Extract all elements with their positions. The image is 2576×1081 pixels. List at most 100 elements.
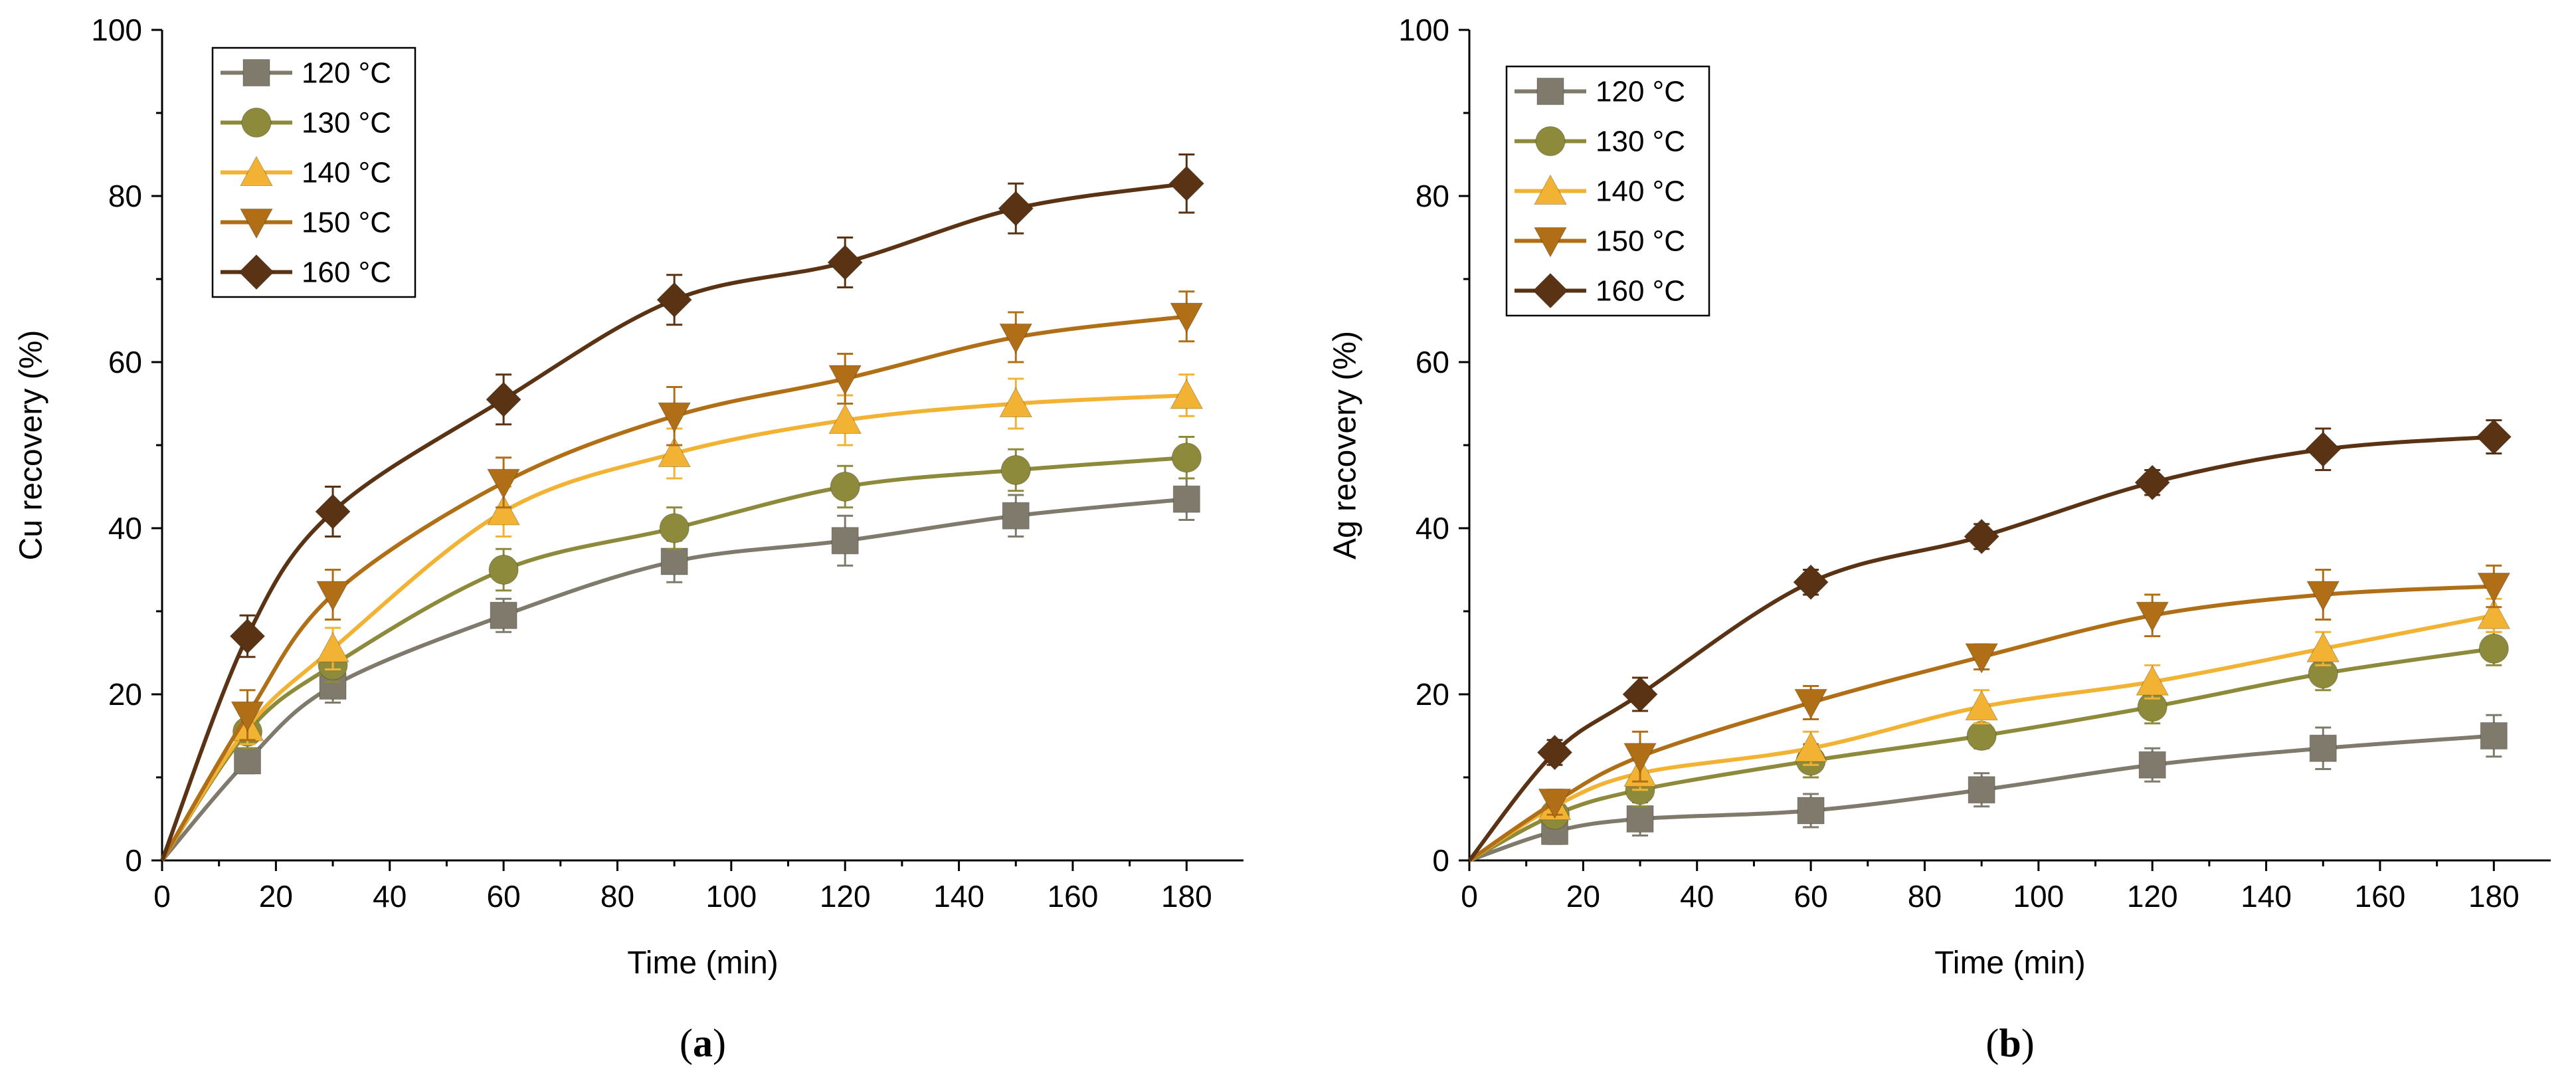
data-point (316, 581, 349, 612)
y-tick-label: 100 (1398, 13, 1449, 47)
data-point (1170, 302, 1204, 334)
x-tick-label: 160 (1048, 879, 1099, 914)
series-line (1468, 646, 2494, 862)
data-point (1794, 732, 1827, 762)
series-line (160, 455, 1187, 862)
legend-label: 160 °C (302, 256, 391, 289)
data-point (1538, 789, 1572, 819)
data-point (2477, 599, 2511, 629)
data-point (658, 402, 691, 433)
data-point (1536, 734, 1573, 771)
data-point (2136, 601, 2169, 633)
y-tick-label: 40 (1416, 511, 1449, 545)
x-tick-label: 140 (2241, 879, 2292, 914)
series-3 (160, 290, 1204, 862)
x-tick-label: 80 (600, 879, 634, 914)
series-line (160, 314, 1187, 862)
data-point (487, 494, 520, 526)
data-point (1622, 676, 1658, 712)
data-point (828, 403, 862, 434)
data-point (1002, 502, 1030, 530)
data-point (486, 381, 521, 417)
data-point (2136, 665, 2169, 696)
series-1 (160, 436, 1202, 862)
data-point (234, 747, 262, 775)
legend-marker (1534, 227, 1567, 258)
legend-marker (241, 108, 272, 138)
series-4 (1467, 419, 2512, 862)
y-tick-label: 80 (108, 179, 142, 213)
data-point (656, 282, 692, 318)
series-4 (160, 153, 1205, 862)
x-tick-label: 0 (153, 879, 171, 914)
data-point (1797, 797, 1825, 825)
x-tick-label: 60 (1794, 879, 1828, 914)
data-point (1794, 689, 1827, 720)
legend-marker (238, 254, 274, 290)
y-tick-label: 100 (91, 13, 142, 47)
y-tick-label: 60 (108, 345, 142, 379)
data-point (827, 245, 863, 280)
data-point (828, 365, 862, 396)
data-point (1623, 743, 1657, 773)
data-point (660, 547, 688, 575)
panel-label: (a) (680, 1021, 726, 1065)
x-tick-label: 60 (487, 879, 521, 914)
data-point (2309, 734, 2337, 762)
legend-marker (242, 59, 270, 86)
data-point (831, 527, 859, 555)
data-point (229, 618, 266, 654)
x-tick-label: 120 (820, 879, 871, 914)
data-point (2305, 431, 2341, 467)
series-line (160, 497, 1187, 862)
data-point (2477, 573, 2511, 603)
legend-label: 140 °C (302, 157, 391, 189)
y-tick-label: 0 (1432, 843, 1449, 878)
data-point (490, 601, 517, 629)
data-point (1964, 518, 1999, 555)
x-axis-title: Time (min) (627, 945, 779, 981)
x-tick-label: 100 (2013, 879, 2064, 914)
legend-marker (240, 209, 273, 239)
x-tick-label: 140 (933, 879, 984, 914)
data-point (1171, 442, 1202, 473)
data-point (1968, 776, 1995, 804)
y-tick-label: 20 (1416, 677, 1449, 712)
legend-label: 150 °C (1596, 225, 1685, 258)
data-point (830, 472, 860, 502)
x-tick-label: 40 (373, 879, 407, 914)
y-tick-label: 20 (108, 677, 142, 712)
x-tick-label: 100 (705, 879, 757, 914)
data-point (2134, 464, 2170, 500)
x-tick-label: 160 (2355, 879, 2406, 914)
y-tick-label: 40 (108, 511, 142, 545)
data-point (1626, 805, 1654, 833)
data-point (1170, 378, 1204, 409)
data-point (230, 701, 264, 732)
legend-label: 150 °C (302, 207, 391, 239)
data-point (2478, 633, 2509, 664)
series-line (1468, 584, 2494, 862)
legend-label: 130 °C (302, 107, 391, 140)
y-axis-title: Cu recovery (%) (14, 330, 49, 561)
data-point (1965, 643, 1999, 674)
data-point (1172, 485, 1200, 513)
data-point (2138, 751, 2166, 779)
data-point (1793, 564, 1829, 600)
data-point (487, 468, 520, 500)
panel-b: 0 20 40 60 80 100 120 140 160 180 0 20 40 60 80 100 Time… (1328, 13, 2551, 1065)
x-tick-label: 120 (2127, 879, 2178, 914)
legend-marker (240, 155, 273, 186)
legend-label: 120 °C (1596, 76, 1685, 108)
legend-marker (1534, 174, 1567, 205)
y-axis-title: Ag recovery (%) (1328, 331, 1363, 559)
y-tick-label: 60 (1416, 345, 1449, 379)
data-point (2306, 632, 2340, 662)
legend: 120 °C 130 °C 140 °C 150 °C 160 °C (211, 47, 416, 298)
x-axis-title: Time (min) (1934, 945, 2086, 981)
data-point (999, 324, 1033, 354)
legend-label: 130 °C (1596, 126, 1685, 158)
data-point (1966, 721, 1997, 751)
x-tick-label: 180 (2468, 879, 2520, 914)
